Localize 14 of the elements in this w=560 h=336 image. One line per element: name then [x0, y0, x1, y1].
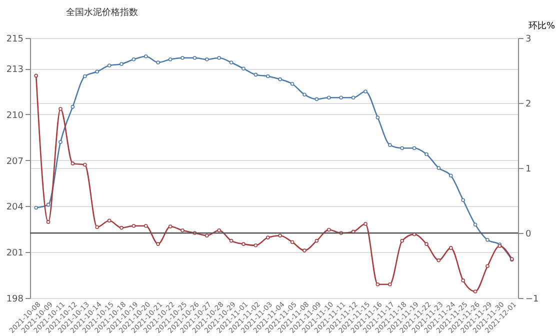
y-tick-label: 201 — [6, 248, 24, 259]
y-tick-label: 210 — [6, 110, 24, 121]
y2-tick-label: 3 — [526, 34, 532, 44]
y2-tick-label: 0 — [526, 230, 532, 240]
y2-tick-label: 1 — [526, 164, 532, 174]
y-tick-label: 198 — [6, 294, 24, 304]
y-tick-label: 215 — [6, 34, 24, 44]
y-tick-label: 204 — [6, 202, 24, 213]
y-tick-label: 213 — [6, 65, 24, 76]
chart-title: 全国水泥价格指数 — [66, 7, 138, 18]
y2-axis-title: 环比% — [528, 20, 556, 32]
y-tick-label: 207 — [6, 156, 24, 167]
y2-tick-label: 2 — [526, 100, 532, 110]
y2-tick-label: −1 — [526, 294, 539, 304]
